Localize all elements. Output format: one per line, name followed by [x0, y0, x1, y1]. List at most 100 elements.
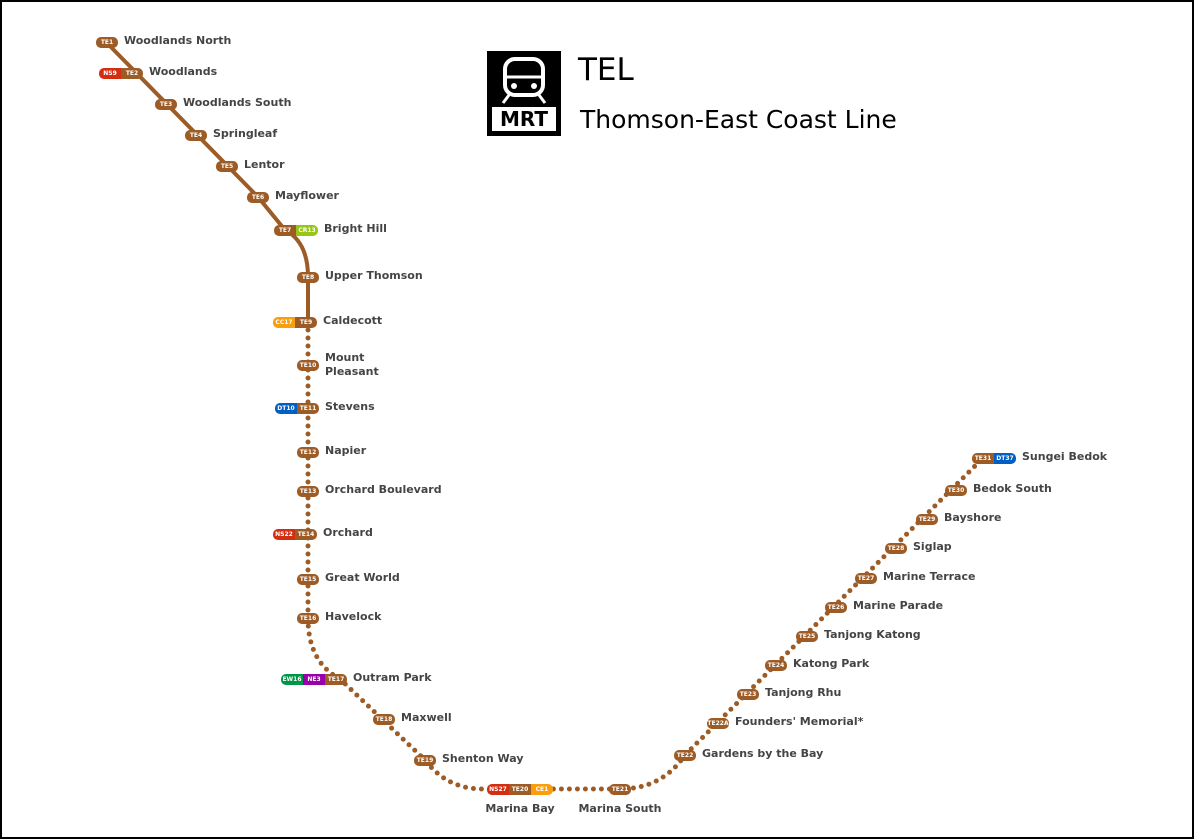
station-code: TE29 — [916, 513, 938, 525]
station-code: TE19 — [414, 754, 436, 766]
station-code: TE9 — [295, 316, 317, 328]
station-badges: TE1 — [96, 36, 118, 48]
station-badges: TE3 — [155, 98, 177, 110]
station-code: TE27 — [855, 572, 877, 584]
station-badges: TE24 — [765, 659, 787, 671]
station-name: Havelock — [325, 610, 382, 623]
station-code: TE25 — [796, 630, 818, 642]
station-badges: TE10 — [297, 359, 319, 371]
station-badges: TE13 — [297, 485, 319, 497]
station-code: TE14 — [295, 528, 317, 540]
station-code: TE17 — [325, 673, 347, 685]
station-name: Siglap — [913, 540, 952, 553]
station-badges: TE7 CR13 — [274, 224, 318, 236]
station-badges: TE4 — [185, 129, 207, 141]
station-name: Maxwell — [401, 711, 452, 724]
station-badges: EW16 NE3 TE17 — [281, 673, 347, 685]
station-code: CR13 — [296, 224, 318, 236]
train-icon — [501, 57, 547, 104]
station-code: NS27 — [487, 783, 509, 795]
station-code: TE13 — [297, 485, 319, 497]
logo-text: MRT — [492, 107, 556, 131]
station-badges: CC17 TE9 — [273, 316, 317, 328]
station-code: TE11 — [297, 402, 319, 414]
station-badges: TE19 — [414, 754, 436, 766]
station-badges: TE8 — [297, 271, 319, 283]
station-code: TE22 — [674, 749, 696, 761]
station-name: Napier — [325, 444, 367, 457]
station-badges: TE30 — [945, 484, 967, 496]
station-code: TE24 — [765, 659, 787, 671]
line-dotted — [305, 319, 986, 792]
station-badges: NS9 TE2 — [99, 67, 143, 79]
station-code: TE16 — [297, 612, 319, 624]
station-code: TE21 — [609, 783, 631, 795]
station-badges: TE23 — [737, 688, 759, 700]
station-code: TE30 — [945, 484, 967, 496]
station-code: TE23 — [737, 688, 759, 700]
station-name: Great World — [325, 571, 400, 584]
station-code: TE20 — [509, 783, 531, 795]
station-name: Bright Hill — [324, 222, 387, 235]
station-name: Orchard Boulevard — [325, 483, 442, 496]
station-name: Marina South — [578, 802, 662, 815]
station-badges: NS22 TE14 — [273, 528, 317, 540]
station-name: Woodlands South — [183, 96, 292, 109]
station-name: Lentor — [244, 158, 285, 171]
station-name: Bayshore — [944, 511, 1002, 524]
station-name: Outram Park — [353, 671, 432, 684]
station-badges: TE18 — [373, 713, 395, 725]
station-name: Springleaf — [213, 127, 278, 140]
mrt-logo: MRT — [487, 51, 561, 136]
station-badges: TE26 — [825, 601, 847, 613]
station-code: TE15 — [297, 573, 319, 585]
line-solid — [104, 40, 310, 322]
station-name: Caldecott — [323, 314, 383, 327]
station-code: CC17 — [273, 316, 295, 328]
station-code: TE10 — [297, 359, 319, 371]
station-name: Marine Parade — [853, 599, 944, 612]
station-code: EW16 — [281, 673, 303, 685]
line-name: Thomson-East Coast Line — [580, 105, 897, 134]
station-badges: TE16 — [297, 612, 319, 624]
station-code: TE26 — [825, 601, 847, 613]
station-code: TE6 — [247, 191, 269, 203]
station-badges: DT10 TE11 — [275, 402, 319, 414]
station-badges: TE6 — [247, 191, 269, 203]
station-badges: TE22 — [674, 749, 696, 761]
station-code: TE12 — [297, 446, 319, 458]
station-code: TE22A — [707, 717, 729, 729]
station-code: TE2 — [121, 67, 143, 79]
station-code: DT10 — [275, 402, 297, 414]
station-code: NS22 — [273, 528, 295, 540]
station-code: CE1 — [531, 783, 553, 795]
station-badges: TE21 — [609, 783, 631, 795]
station-code: TE28 — [885, 542, 907, 554]
station-name: Upper Thomson — [325, 269, 423, 282]
station-badges: NS27 TE20 CE1 — [487, 783, 553, 795]
station-name: Founders' Memorial* — [735, 715, 864, 728]
station-badges: TE29 — [916, 513, 938, 525]
station-code: TE5 — [216, 160, 238, 172]
station-code: TE31 — [972, 452, 994, 464]
station-code: TE1 — [96, 36, 118, 48]
station-name: Bedok South — [973, 482, 1052, 495]
station-name: Tanjong Rhu — [765, 686, 842, 699]
station-code: NE3 — [303, 673, 325, 685]
station-code: TE3 — [155, 98, 177, 110]
line-code: TEL — [578, 52, 634, 88]
station-code: TE18 — [373, 713, 395, 725]
station-badges: TE27 — [855, 572, 877, 584]
station-name: Sungei Bedok — [1022, 450, 1108, 463]
station-name: Shenton Way — [442, 752, 524, 765]
station-code: TE7 — [274, 224, 296, 236]
station-code: TE4 — [185, 129, 207, 141]
station-code: DT37 — [994, 452, 1016, 464]
station-code: NS9 — [99, 67, 121, 79]
station-name: Mount Pleasant — [325, 351, 379, 378]
station-name: Woodlands North — [124, 34, 232, 47]
station-name: Mayflower — [275, 189, 339, 202]
station-code: TE8 — [297, 271, 319, 283]
station-badges: TE5 — [216, 160, 238, 172]
